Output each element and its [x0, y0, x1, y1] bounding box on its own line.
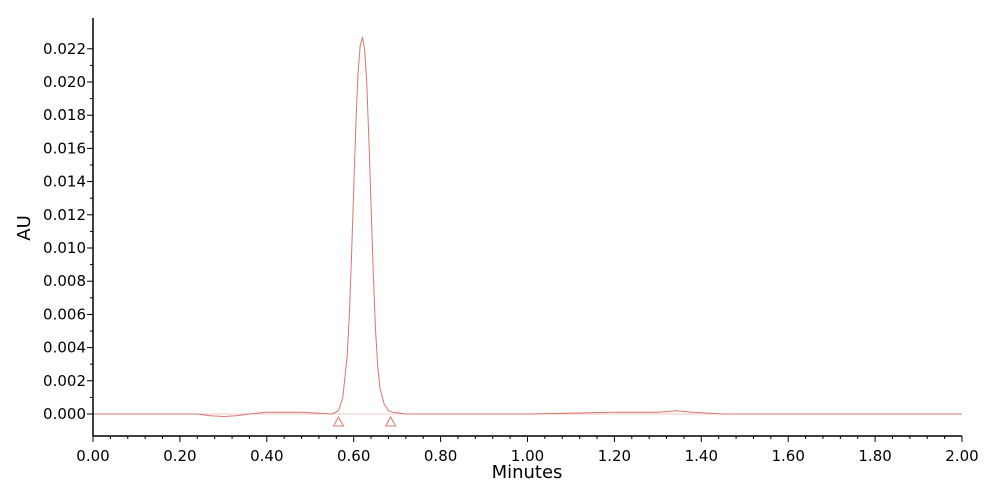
- y-tick-layer: 0.000 0.002 0.004 0.006 0.008 0.010 0.012 0.014…: [43, 40, 93, 423]
- x-tick-label: 0.20: [163, 447, 196, 465]
- y-tick-label: 0.020: [43, 73, 86, 91]
- x-tick-label: 0.60: [337, 447, 370, 465]
- x-tick-label: 2.00: [945, 447, 978, 465]
- x-tick-label: 0.80: [424, 447, 457, 465]
- y-tick-label: 0.008: [43, 272, 86, 290]
- series-layer: [93, 36, 962, 417]
- chromatogram-trace: [93, 36, 962, 417]
- x-tick-label: 1.80: [858, 447, 891, 465]
- x-tick-label: 1.40: [685, 447, 718, 465]
- x-tick-label: 1.00: [511, 447, 544, 465]
- y-tick-label: 0.012: [43, 206, 86, 224]
- x-tick-label: 0.00: [76, 447, 109, 465]
- y-axis-title: AU: [14, 215, 35, 241]
- peak-marker-layer: [332, 415, 397, 427]
- peak-marker-triangle: [384, 415, 397, 427]
- x-tick-label: 1.60: [771, 447, 804, 465]
- y-tick-label: 0.016: [43, 139, 86, 157]
- x-axis-title: Minutes: [492, 462, 563, 483]
- y-tick-label: 0.000: [43, 405, 86, 423]
- y-tick-label: 0.006: [43, 305, 86, 323]
- y-tick-label: 0.010: [43, 239, 86, 257]
- x-tick-layer: 0.00 0.20 0.40 0.60 0.80 1.00 1.20 1.40 1.60 1.80…: [76, 436, 979, 465]
- x-tick-label: 0.40: [250, 447, 283, 465]
- x-tick-label: 1.20: [598, 447, 631, 465]
- axes-layer: [92, 18, 962, 437]
- peak-marker-triangle: [332, 415, 345, 427]
- y-tick-label: 0.014: [43, 173, 86, 191]
- y-tick-label: 0.022: [43, 40, 86, 58]
- y-tick-label: 0.004: [43, 339, 86, 357]
- y-tick-label: 0.018: [43, 106, 86, 124]
- y-tick-label: 0.002: [43, 372, 86, 390]
